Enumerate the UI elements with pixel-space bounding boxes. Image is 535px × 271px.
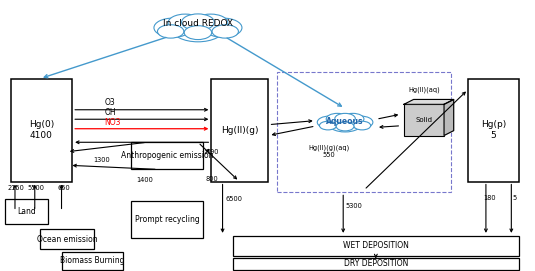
Circle shape [319, 121, 337, 130]
Circle shape [326, 113, 348, 125]
Text: 550: 550 [323, 152, 335, 158]
Text: Hg(II)(aq): Hg(II)(aq) [408, 86, 440, 93]
Text: Hg(0)
4100: Hg(0) 4100 [29, 120, 54, 140]
FancyBboxPatch shape [404, 104, 444, 136]
Text: Hg(II)(g): Hg(II)(g) [220, 125, 258, 135]
Text: Land: Land [17, 207, 36, 216]
Circle shape [157, 25, 184, 38]
Circle shape [342, 113, 364, 125]
FancyBboxPatch shape [277, 72, 451, 192]
FancyBboxPatch shape [211, 79, 268, 182]
Circle shape [184, 26, 212, 40]
Circle shape [172, 15, 224, 42]
Text: 1400: 1400 [136, 177, 154, 183]
Text: DRY DEPOSITION: DRY DEPOSITION [343, 259, 408, 269]
Text: Solid: Solid [416, 117, 432, 123]
Circle shape [204, 18, 242, 37]
Circle shape [336, 122, 354, 131]
Circle shape [317, 116, 342, 128]
FancyBboxPatch shape [11, 79, 72, 182]
FancyBboxPatch shape [131, 142, 203, 169]
Text: Hg(II)(g)(aq): Hg(II)(g)(aq) [308, 144, 350, 151]
FancyBboxPatch shape [131, 201, 203, 238]
Text: NO3: NO3 [104, 118, 121, 127]
Text: 1300: 1300 [94, 157, 110, 163]
FancyBboxPatch shape [40, 229, 94, 249]
Text: 650: 650 [57, 185, 70, 191]
Circle shape [181, 14, 215, 30]
Text: Hg(p)
5: Hg(p) 5 [481, 120, 506, 140]
Polygon shape [444, 99, 454, 136]
Text: O3: O3 [104, 98, 115, 108]
Text: 5: 5 [513, 195, 517, 201]
Circle shape [168, 14, 202, 31]
Text: 5500: 5500 [28, 185, 45, 191]
Text: In cloud REDOX: In cloud REDOX [163, 19, 233, 28]
FancyBboxPatch shape [62, 252, 123, 270]
Text: Aqueous: Aqueous [326, 117, 364, 127]
Text: Ocean emission: Ocean emission [36, 235, 97, 244]
FancyBboxPatch shape [468, 79, 519, 182]
Text: 6500: 6500 [225, 196, 242, 202]
FancyBboxPatch shape [233, 258, 519, 270]
Text: 5300: 5300 [346, 203, 363, 209]
Circle shape [348, 116, 373, 128]
Text: Biomass Burning: Biomass Burning [60, 256, 125, 265]
Circle shape [335, 113, 355, 124]
Circle shape [328, 115, 362, 132]
Text: Prompt recycling: Prompt recycling [135, 215, 200, 224]
Text: 2150: 2150 [7, 185, 25, 191]
FancyBboxPatch shape [233, 236, 519, 256]
Circle shape [154, 18, 192, 37]
Text: Anthropogenic emission: Anthropogenic emission [121, 151, 213, 160]
Circle shape [212, 25, 239, 38]
FancyBboxPatch shape [5, 199, 48, 224]
Circle shape [194, 14, 228, 31]
Text: 190: 190 [206, 149, 218, 155]
Polygon shape [404, 99, 454, 104]
Text: OH: OH [104, 108, 116, 117]
Circle shape [354, 121, 371, 130]
Text: 800: 800 [206, 176, 219, 182]
Text: 180: 180 [483, 195, 496, 201]
Text: WET DEPOSITION: WET DEPOSITION [343, 241, 409, 250]
